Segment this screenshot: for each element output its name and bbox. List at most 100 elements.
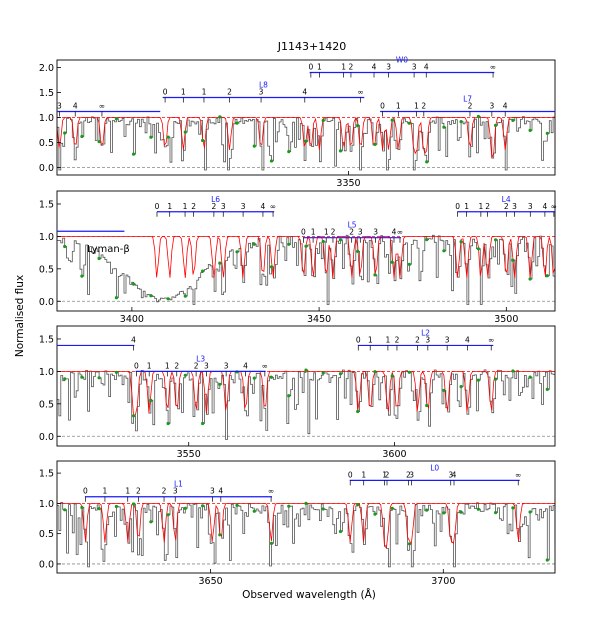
fit-region-marker	[356, 249, 360, 253]
fit-region-marker	[114, 370, 118, 374]
fit-region-marker	[476, 247, 480, 251]
fit-region-marker	[321, 507, 325, 511]
fit-region-marker	[407, 542, 411, 546]
fit-region-marker	[494, 377, 498, 381]
ladder-tick-label: 1	[464, 202, 469, 211]
fit-region-marker	[304, 501, 308, 505]
fit-region-marker	[356, 503, 360, 507]
ladder-tick-label: 3	[512, 202, 517, 211]
fit-region-marker	[545, 274, 549, 278]
fit-region-marker	[63, 244, 67, 249]
fit-region-marker	[304, 139, 308, 143]
fit-region-marker	[132, 152, 136, 156]
fit-region-marker	[476, 114, 480, 119]
fit-region-marker	[321, 239, 325, 244]
fit-region-marker	[494, 510, 498, 515]
ladder-tick-label: 3	[259, 88, 264, 97]
fit-region-marker	[252, 144, 256, 148]
fit-region-marker	[166, 513, 170, 517]
fit-region-marker	[407, 262, 411, 266]
ladder-tick-label: 2	[349, 63, 354, 72]
y-tick-label: 1.0	[39, 113, 54, 124]
absorber-ladder: 0 1 1 2 2 3 3 4 ∞L1	[83, 480, 274, 502]
ladder-tick-label: 3	[448, 470, 453, 479]
y-tick-label: 0.0	[39, 432, 54, 443]
fit-region-marker	[201, 269, 205, 273]
fit-region-marker	[235, 121, 239, 125]
fit-region-marker	[338, 372, 343, 376]
fit-region-marker	[356, 409, 360, 414]
ladder-tick-label: 2	[421, 102, 426, 111]
fit-region-marker	[80, 375, 84, 379]
fit-region-marker	[287, 504, 291, 508]
fit-region-marker	[459, 240, 463, 244]
y-tick-label: 1.5	[39, 469, 54, 480]
plot-area	[57, 114, 555, 171]
fit-region-marker	[425, 508, 429, 512]
series-name: L3	[196, 354, 205, 363]
fit-region-marker	[476, 507, 480, 511]
absorber-ladder: 0 1 1 2 2 3 3 4 ∞L5	[301, 221, 403, 243]
ladder-tick-label: 3	[373, 228, 378, 237]
fit-region-marker	[80, 134, 84, 139]
ladder-tick-label: 2	[162, 487, 167, 496]
ladder-tick-label: 4	[243, 361, 248, 370]
fit-region-marker	[114, 117, 118, 121]
fit-region-marker	[304, 244, 308, 248]
fit-region-marker	[528, 510, 532, 514]
annotation-label: Lyman-β	[87, 244, 130, 255]
ladder-tick-label: 3	[445, 335, 450, 344]
fit-region-marker	[269, 541, 274, 546]
fit-region-marker	[528, 375, 532, 379]
fit-region-marker	[97, 507, 101, 511]
fit-region-marker	[476, 378, 480, 382]
fit-region-marker	[149, 135, 153, 139]
ladder-tick-label: 2	[191, 202, 196, 211]
ladder-tick-label: 2	[194, 361, 199, 370]
series-name: L1	[174, 480, 183, 489]
fit-region-marker	[356, 124, 360, 128]
series-name: L4	[502, 195, 511, 204]
series-name: L0	[430, 463, 439, 472]
ladder-tick-label: ∞	[270, 202, 276, 211]
y-tick-label: 1.0	[39, 499, 54, 510]
absorber-ladder: 0 1 12 23 34 ∞L0	[348, 463, 521, 486]
y-tick-label: 1.5	[39, 199, 54, 210]
x-axis-label: Observed wavelength (Å)	[242, 588, 376, 601]
x-tick-label: 3600	[382, 449, 406, 460]
ladder-tick-label: 2	[415, 335, 420, 344]
ladder-tick-label: 1	[183, 202, 188, 211]
fit-region-marker	[166, 421, 170, 426]
fit-region-marker	[545, 131, 549, 135]
fit-region-marker	[252, 376, 256, 380]
ladder-tick-label: 4	[503, 102, 508, 111]
ladder-tick-label: 3	[409, 470, 414, 479]
ladder-tick-label: 2	[174, 361, 179, 370]
observed-spectrum	[57, 116, 555, 171]
ladder-tick-label: 4	[218, 487, 223, 496]
ladder-tick-label: 0	[455, 202, 460, 211]
ladder-tick-label: 4	[542, 202, 547, 211]
ladder-tick-label: 2	[331, 228, 336, 237]
y-tick-label: 0.0	[39, 163, 54, 174]
ladder-tick-label: 3	[173, 487, 178, 496]
ladder-tick-label: ∞	[358, 88, 364, 97]
fit-region-marker	[114, 504, 118, 509]
fit-region-marker	[235, 250, 239, 254]
ladder-tick-label: ∞	[488, 335, 494, 344]
fit-region-marker	[442, 511, 446, 515]
absorber-ladder: 0 1 1 2 2 3 4L7	[380, 95, 555, 117]
ladder-tick-label: 0	[163, 88, 168, 97]
ladder-tick-label: 2	[385, 470, 390, 479]
ladder-tick-label: 2	[485, 202, 490, 211]
ladder-tick-label: 4	[261, 202, 266, 211]
ladder-tick-label: 2	[504, 202, 509, 211]
ladder-tick-label: 2	[468, 102, 473, 111]
fit-region-marker	[201, 504, 205, 508]
fit-region-marker	[287, 150, 291, 154]
fit-region-marker	[459, 510, 463, 514]
fit-region-marker	[149, 398, 153, 402]
